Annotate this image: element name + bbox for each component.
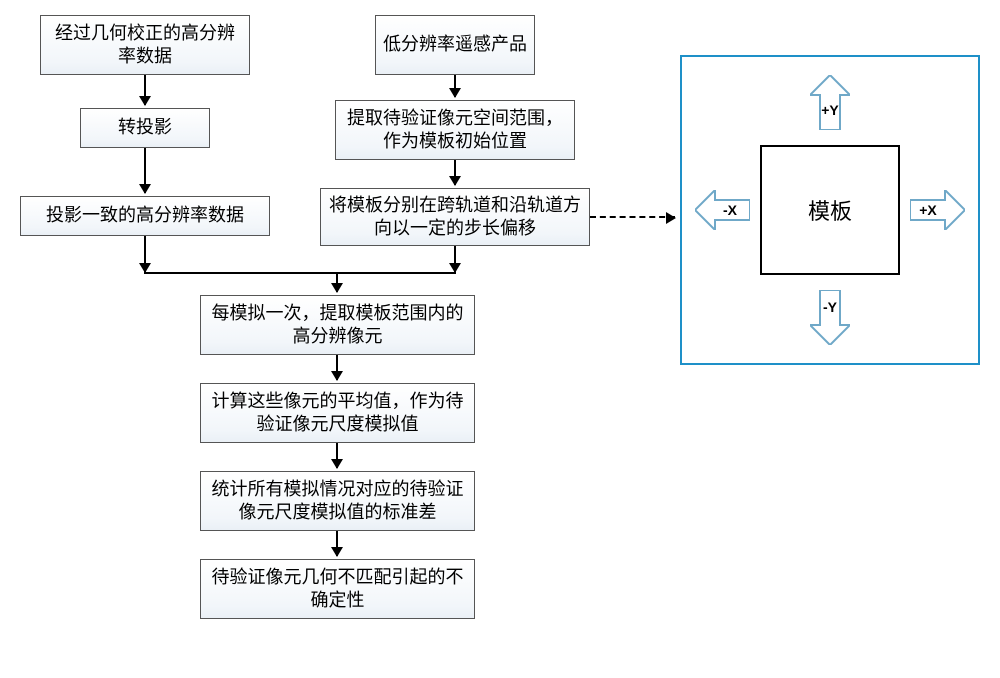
box-c4: 待验证像元几何不匹配引起的不确定性 bbox=[200, 559, 475, 619]
flowchart-canvas: 经过几何校正的高分辨率数据 转投影 投影一致的高分辨率数据 低分辨率遥感产品 提… bbox=[0, 0, 1000, 678]
box-a2: 转投影 bbox=[80, 108, 210, 148]
arrow-c3-c4 bbox=[336, 531, 338, 556]
arrow-up-icon: +Y bbox=[810, 75, 850, 130]
arrow-a1-a2 bbox=[144, 75, 146, 105]
merge-horizontal-2 bbox=[336, 272, 456, 274]
arrow-b3-down bbox=[454, 246, 456, 272]
dir-right-label: +X bbox=[919, 202, 937, 218]
box-c1: 每模拟一次，提取模板范围内的高分辨像元 bbox=[200, 295, 475, 355]
arrow-a3-down bbox=[144, 236, 146, 272]
box-b2: 提取待验证像元空间范围，作为模板初始位置 bbox=[335, 100, 575, 160]
arrow-left-icon: -X bbox=[695, 190, 750, 230]
dir-up-label: +Y bbox=[821, 102, 839, 118]
dir-down-label: -Y bbox=[823, 299, 838, 315]
arrow-a2-a3 bbox=[144, 148, 146, 193]
box-a3: 投影一致的高分辨率数据 bbox=[20, 196, 270, 236]
arrow-c1-c2 bbox=[336, 355, 338, 380]
box-c3: 统计所有模拟情况对应的待验证像元尺度模拟值的标准差 bbox=[200, 471, 475, 531]
arrow-merge-c1 bbox=[336, 272, 338, 292]
template-label: 模板 bbox=[808, 194, 852, 226]
dir-left-label: -X bbox=[723, 202, 738, 218]
arrow-right-icon: +X bbox=[910, 190, 965, 230]
arrow-down-icon: -Y bbox=[810, 290, 850, 345]
template-box: 模板 bbox=[760, 145, 900, 275]
arrow-b1-b2 bbox=[454, 75, 456, 97]
box-c2: 计算这些像元的平均值，作为待验证像元尺度模拟值 bbox=[200, 383, 475, 443]
box-b1: 低分辨率遥感产品 bbox=[375, 15, 535, 75]
box-a1: 经过几何校正的高分辨率数据 bbox=[40, 15, 250, 75]
box-b3: 将模板分别在跨轨道和沿轨道方向以一定的步长偏移 bbox=[320, 188, 590, 246]
arrow-c2-c3 bbox=[336, 443, 338, 468]
dashed-arrow-b3-template bbox=[590, 216, 675, 218]
merge-horizontal bbox=[144, 272, 336, 274]
arrow-b2-b3 bbox=[454, 160, 456, 185]
